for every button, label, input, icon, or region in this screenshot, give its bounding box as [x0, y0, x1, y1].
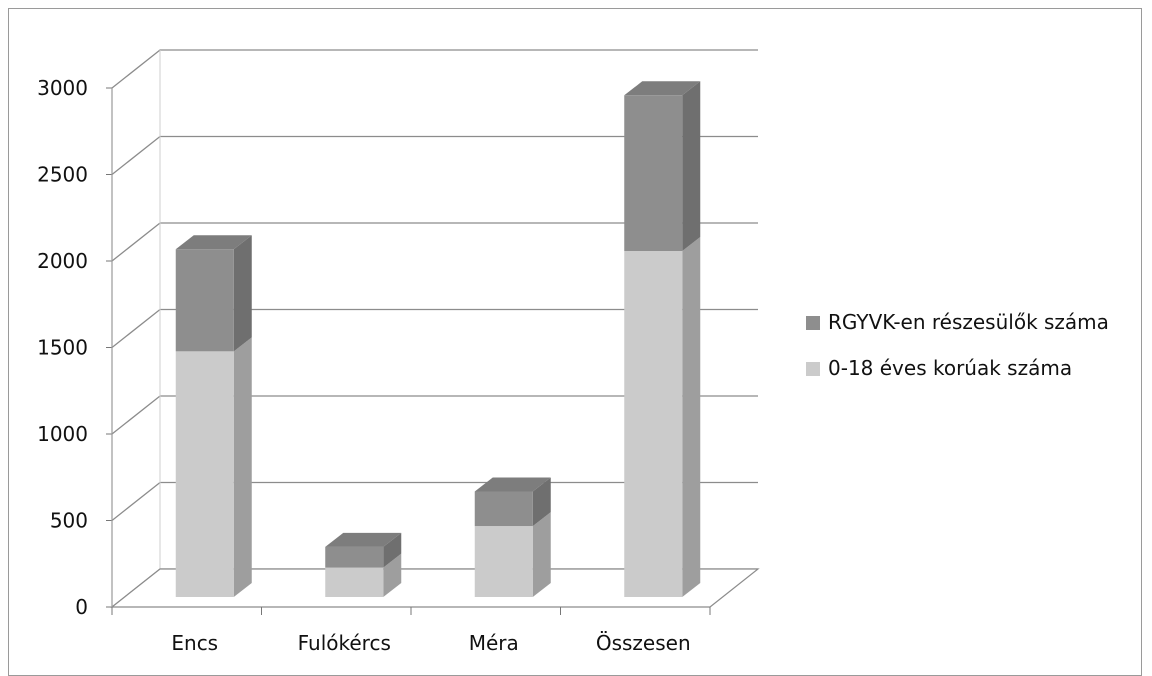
legend-label: 0-18 éves korúak száma	[828, 356, 1072, 380]
y-tick-label: 0	[75, 595, 88, 619]
legend: RGYVK-en részesülők száma 0-18 éves korúa…	[806, 310, 1109, 380]
bar-segment	[624, 251, 683, 597]
bar-segment	[175, 351, 234, 597]
bar-side	[682, 237, 701, 597]
bar-segment	[474, 491, 533, 527]
floor-plane	[110, 568, 760, 608]
y-tick-label: 2000	[37, 249, 88, 273]
bar-side	[682, 81, 701, 251]
bar-side	[532, 512, 551, 597]
bar-top	[175, 235, 252, 250]
bar-side	[383, 553, 402, 597]
bar-side	[532, 477, 551, 527]
bar-segment	[325, 567, 384, 597]
y-tick-label: 3000	[37, 76, 88, 100]
x-category-label: Encs	[171, 631, 218, 655]
axes: 0 500 1000 1500 2000 2500 3000 Encs Fulókércs Mér…	[37, 76, 711, 655]
legend-label: RGYVK-en részesülők száma	[828, 310, 1109, 334]
bar-top	[474, 477, 551, 492]
bar-segment	[325, 546, 384, 568]
legend-swatch	[806, 362, 820, 376]
y-tick-label: 1000	[37, 422, 88, 446]
bar-side	[383, 532, 402, 568]
legend-swatch	[806, 316, 820, 330]
bar-segment	[624, 95, 683, 251]
chart-floor	[110, 568, 760, 608]
x-category-label: Összesen	[596, 631, 691, 655]
bar-segment	[175, 249, 234, 352]
bars	[175, 81, 701, 597]
bar-segment	[474, 526, 533, 597]
x-category-label: Méra	[469, 631, 519, 655]
y-tick-label: 1500	[37, 336, 88, 360]
x-category-label: Fulókércs	[298, 631, 391, 655]
bar-top	[325, 532, 402, 547]
y-tick-label: 2500	[37, 163, 88, 187]
y-tick-label: 500	[50, 509, 88, 533]
bar-side	[233, 337, 252, 597]
bar-top	[624, 81, 701, 96]
bar-side	[233, 235, 252, 352]
